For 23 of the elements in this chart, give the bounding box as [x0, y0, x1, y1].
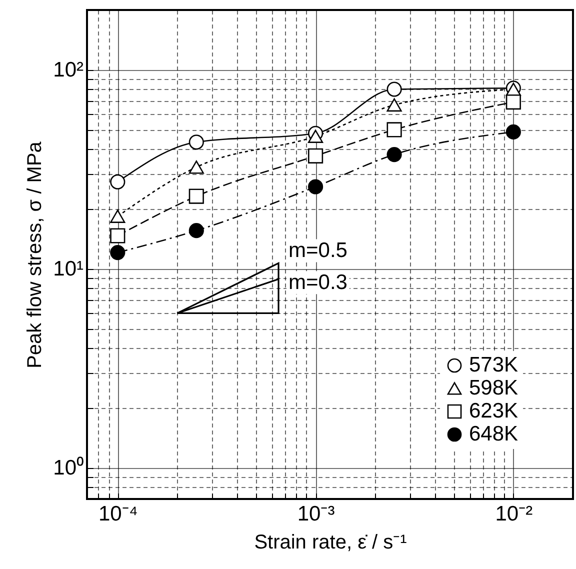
point — [506, 94, 521, 110]
annotation: m=0.5 — [288, 239, 348, 262]
y-tick-label: 10⁰ — [53, 456, 84, 480]
legend-label: 573K — [469, 354, 518, 376]
x-tick-label: 10⁻⁴ — [98, 502, 138, 526]
x-tick-label: 10⁻³ — [297, 502, 335, 526]
point — [110, 210, 126, 223]
x-tick-label: 10⁻² — [495, 502, 533, 526]
y-tick-label: 10² — [53, 58, 84, 82]
y-tick-label: 10¹ — [53, 258, 84, 281]
point — [110, 174, 126, 190]
point — [110, 228, 126, 244]
point — [506, 124, 521, 140]
legend-label: 598K — [469, 376, 518, 400]
legend-label: 648K — [469, 422, 518, 446]
point — [308, 130, 324, 143]
point — [308, 148, 324, 164]
point — [110, 245, 126, 260]
annotation: m=0.3 — [288, 271, 348, 294]
y-axis-title: Peak flow stress, σ / MPa — [24, 140, 46, 368]
x-axis-title: Strain rate, ε̇ / s⁻¹ — [254, 532, 408, 554]
legend-label: 623K — [469, 400, 518, 422]
point — [308, 179, 324, 194]
